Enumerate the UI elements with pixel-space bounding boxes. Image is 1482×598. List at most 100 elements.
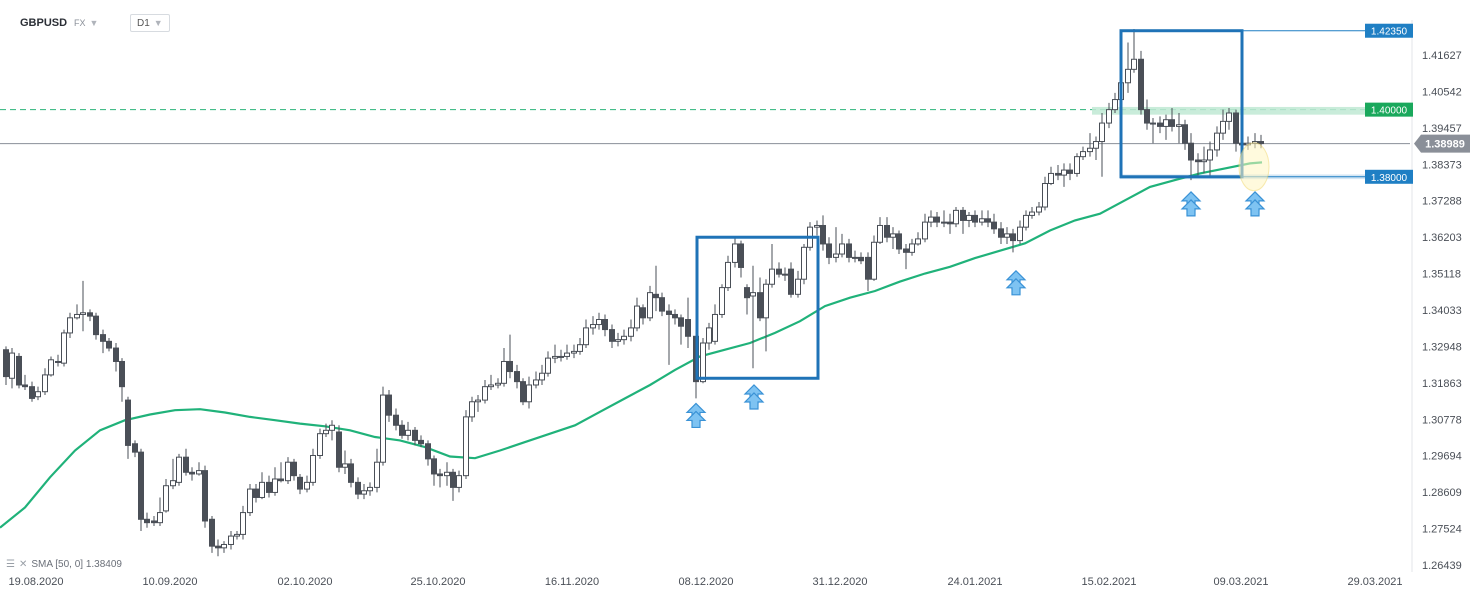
candle (903, 243, 909, 270)
candle-body-down (1195, 159, 1201, 163)
candle (367, 482, 373, 496)
candle (678, 314, 684, 345)
price-tag-bg (1365, 102, 1413, 117)
arrow-shape (1005, 277, 1027, 296)
candle (826, 237, 832, 265)
timeframe-select[interactable]: D1 ▼ (130, 14, 170, 32)
candle (966, 212, 972, 228)
candle-body-down (1188, 142, 1194, 161)
menu-icon[interactable]: ☰ (6, 559, 15, 570)
candle-body-down (846, 243, 852, 258)
candle-body-down (450, 471, 456, 488)
close-icon[interactable]: ✕ (18, 559, 28, 570)
candle (991, 213, 997, 234)
candle-body-up (1131, 58, 1137, 70)
y-tick-label: 1.34033 (1422, 305, 1462, 317)
candle-body-down (640, 307, 646, 319)
candle-body-down (119, 360, 125, 388)
candle-body-up (526, 384, 532, 403)
candle-body-up (1080, 151, 1086, 158)
candle (514, 364, 520, 389)
candle (877, 217, 883, 244)
candle (1182, 119, 1188, 150)
candle (1220, 109, 1226, 140)
candle-body-up (558, 355, 564, 358)
candle-body-down (22, 384, 28, 388)
candle-body-up (533, 379, 539, 386)
indicator-legend: ☰ ✕ SMA [50, 0] 1.38409 (6, 559, 122, 570)
candle (132, 440, 138, 458)
candle-body-up (221, 543, 227, 549)
candle-body-down (278, 478, 284, 482)
candle-body-down (865, 256, 871, 280)
symbol-label[interactable]: GBPUSD (20, 17, 68, 29)
candle (488, 374, 494, 391)
y-tick-label: 1.36203 (1422, 232, 1462, 244)
candle-body-up (928, 216, 934, 223)
candle (1201, 146, 1207, 174)
x-tick-label: 16.11.2020 (545, 576, 599, 588)
candle (782, 267, 788, 281)
candle-body-up (1207, 149, 1213, 161)
candle-body-down (998, 228, 1004, 238)
candle-body-up (488, 384, 494, 388)
candle-body-up (310, 454, 316, 483)
candle (35, 386, 41, 401)
candle (463, 410, 469, 480)
candle (634, 297, 640, 332)
candle-body-down (253, 488, 259, 498)
candle (732, 237, 738, 268)
candle-body-up (839, 243, 845, 255)
candle-body-down (393, 414, 399, 426)
candle-body-up (719, 287, 725, 315)
candle-body-up (769, 268, 775, 285)
y-tick-label: 1.26439 (1422, 560, 1462, 572)
candle-body-up (615, 339, 621, 342)
market-type[interactable]: FX ▼ (74, 14, 98, 32)
candle-body-up (170, 480, 176, 487)
candle-body-up (621, 335, 627, 341)
up-arrow-icon (1180, 191, 1202, 217)
candle (374, 448, 380, 493)
candle (221, 541, 227, 553)
candle (501, 348, 507, 387)
candle-body-down (431, 458, 437, 475)
candle-body-up (801, 246, 807, 280)
candle-body-up (922, 221, 928, 240)
candle (852, 250, 858, 263)
candle-body-down (437, 473, 443, 477)
candle-body-up (259, 481, 265, 498)
candle-body-down (744, 287, 750, 299)
x-tick-label: 08.12.2020 (678, 576, 733, 588)
arrow-shape (1180, 199, 1202, 217)
candle-body-down (418, 439, 424, 445)
candle (1036, 201, 1042, 216)
candle (590, 316, 596, 335)
candle (342, 450, 348, 474)
candle (596, 312, 602, 330)
x-tick-label: 25.10.2020 (410, 576, 465, 588)
highlight-ellipse (1238, 142, 1270, 192)
candle (539, 364, 545, 385)
candle (285, 457, 291, 485)
candle-body-down (144, 518, 150, 524)
candle-body-down (425, 443, 431, 460)
candle (355, 477, 361, 500)
candle (100, 329, 106, 354)
candle (9, 348, 15, 389)
candle-body-down (985, 218, 991, 223)
candle (1106, 102, 1112, 129)
candle-body-up (456, 475, 462, 488)
candle-body-down (1144, 109, 1150, 124)
candle (1188, 133, 1194, 181)
candle-body-down (93, 315, 99, 336)
candle-body-up (1029, 211, 1035, 216)
candle (1144, 99, 1150, 130)
candle (833, 227, 839, 263)
candle (583, 319, 589, 349)
candle (571, 344, 577, 359)
candle-body-down (826, 243, 832, 258)
y-tick-label: 1.35118 (1422, 269, 1461, 281)
candle (712, 304, 718, 345)
